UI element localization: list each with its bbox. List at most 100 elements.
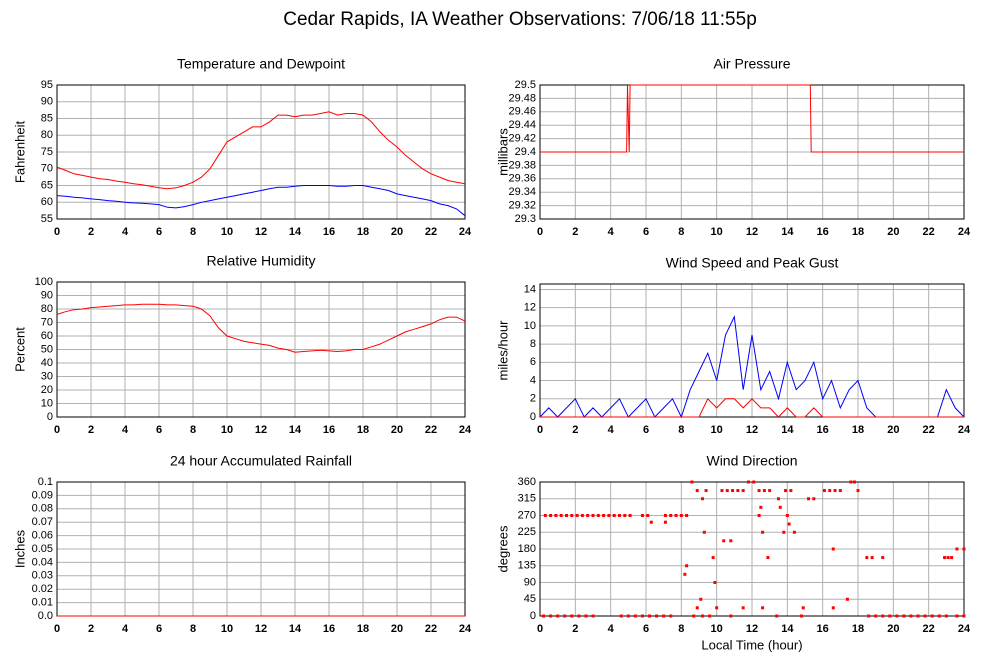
y-tick-label: 0.0 [38,610,53,622]
x-tick-label: 2 [88,623,94,635]
data-point [865,556,869,560]
x-tick-label: 2 [572,623,578,635]
data-point [655,614,659,618]
data-point [807,497,811,501]
data-point [736,489,740,493]
x-tick-label: 10 [221,226,233,238]
y-tick-label: 100 [35,276,53,288]
data-point [881,614,885,618]
y-tick-label: 0.01 [32,597,53,609]
data-point [792,530,796,534]
y-tick-label: 29.34 [508,186,536,198]
x-tick-label: 0 [537,226,543,238]
y-tick-label: 45 [524,593,536,605]
x-tick-label: 14 [289,424,302,436]
x-tick-label: 18 [852,226,864,238]
data-point [944,614,948,618]
data-point [856,489,860,493]
x-tick-label: 4 [608,424,615,436]
data-point [683,572,687,576]
x-tick-label: 8 [678,623,684,635]
y-axis-label: miles/hour [495,320,510,381]
data-point [923,614,927,618]
data-point [708,614,712,618]
x-tick-label: 18 [357,424,369,436]
y-tick-label: 65 [41,179,53,191]
data-point [662,614,666,618]
data-point [902,614,906,618]
x-tick-label: 22 [425,623,437,635]
data-point [685,514,689,517]
y-tick-label: 29.46 [508,106,536,118]
data-point [870,556,874,560]
y-tick-label: 95 [41,79,53,91]
x-tick-label: 8 [678,424,684,436]
data-point [646,514,650,517]
y-tick-label: 29.3 [515,213,536,225]
data-point [618,514,621,517]
x-tick-label: 10 [711,424,723,436]
data-point [930,614,934,618]
data-point [626,614,630,618]
data-point [950,556,954,560]
y-tick-label: 135 [518,560,536,572]
data-point [612,514,616,517]
data-point [789,489,793,493]
x-tick-label: 2 [572,226,578,238]
x-tick-label: 14 [781,226,794,238]
x-tick-label: 16 [817,424,829,436]
data-point [663,520,667,524]
data-point [640,514,644,517]
data-line [56,111,466,190]
y-axis-label: Fahrenheit [12,121,27,184]
data-point [623,514,627,517]
data-line [540,397,964,418]
data-point [711,556,715,560]
data-point [955,614,959,618]
x-tick-label: 18 [357,226,369,238]
x-tick-label: 24 [459,623,472,635]
data-point [699,597,703,601]
data-point [554,514,558,517]
data-point [909,614,913,618]
data-point [757,489,761,493]
y-tick-label: 8 [530,338,536,350]
y-tick-label: 30 [41,370,53,382]
data-point [752,480,756,484]
data-point [962,614,966,618]
data-line [56,185,466,217]
data-point [648,614,652,618]
data-point [729,539,733,543]
y-tick-label: 29.48 [508,92,536,104]
x-tick-label: 0 [537,424,543,436]
x-tick-label: 2 [88,424,94,436]
chart-title: Wind Direction [706,453,797,469]
data-point [692,614,696,618]
data-point [701,497,705,501]
y-tick-label: 85 [41,112,53,124]
data-point [766,556,770,560]
data-point [955,547,959,551]
y-tick-label: 12 [524,302,536,314]
data-point [888,614,892,618]
x-tick-label: 4 [122,623,129,635]
data-point [556,614,560,618]
data-point [895,614,899,618]
x-tick-label: 4 [608,226,615,238]
x-tick-label: 16 [817,226,829,238]
x-tick-label: 24 [459,226,472,238]
x-tick-label: 20 [887,226,899,238]
y-tick-label: 0.05 [32,543,53,555]
chart-title: Relative Humidity [207,253,316,269]
x-tick-label: 22 [923,226,935,238]
data-point [831,606,835,610]
chart-title: Air Pressure [713,56,790,72]
y-tick-label: 90 [41,96,53,108]
data-point [946,556,950,560]
y-tick-label: 0.09 [32,489,53,501]
y-axis-label: millibars [495,128,510,176]
data-point [874,614,878,618]
x-tick-label: 18 [852,424,864,436]
x-tick-label: 14 [781,623,794,635]
data-point [943,556,947,560]
